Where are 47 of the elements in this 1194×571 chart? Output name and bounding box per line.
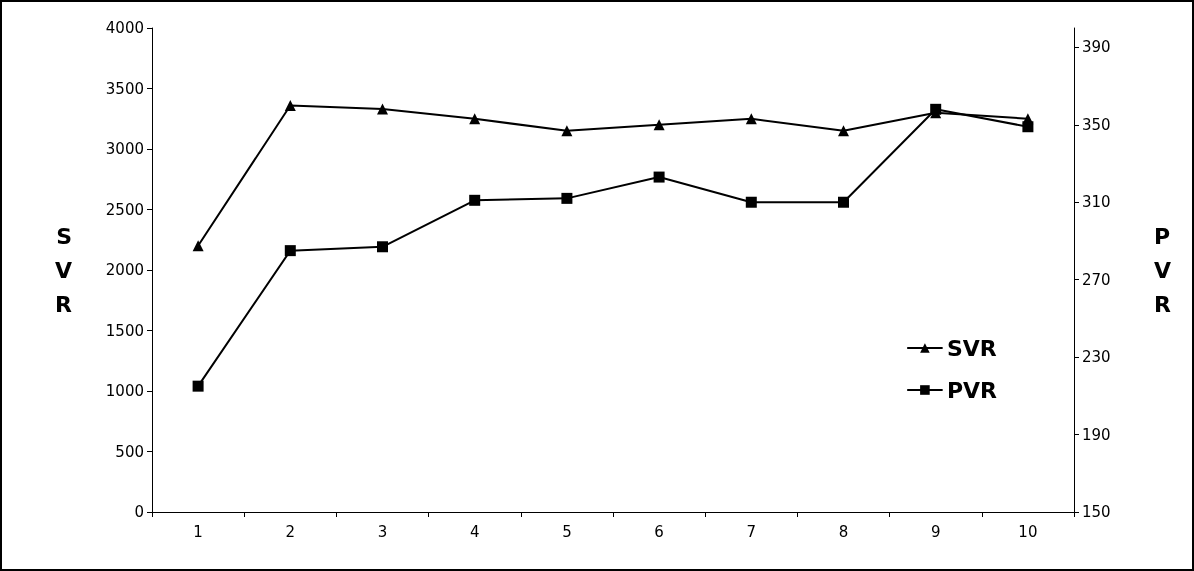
- y2-tick-label: 150: [1082, 503, 1111, 521]
- point: [838, 125, 849, 137]
- point: [1022, 113, 1034, 125]
- point: [745, 196, 757, 208]
- x-tick-label: 4: [469, 522, 480, 541]
- y-tick-label: 2500: [105, 200, 144, 219]
- point: [192, 240, 204, 252]
- point: [469, 194, 481, 206]
- x-tick-label: 1: [193, 522, 203, 541]
- x-tick-label: 2: [285, 522, 296, 541]
- point: [653, 171, 665, 183]
- x-tick-label: 8: [838, 522, 849, 541]
- y2-tick-label: 270: [1082, 270, 1111, 289]
- legend-label: SVR: [946, 335, 997, 361]
- x-tick-label: 3: [377, 522, 388, 541]
- point: [192, 380, 204, 392]
- point: [284, 245, 296, 257]
- y2-axis-title: PVR: [1154, 223, 1172, 317]
- point: [284, 99, 296, 111]
- point: [377, 241, 388, 253]
- y2-tick-label: 350: [1082, 115, 1111, 134]
- y-tick-label: 4000: [105, 19, 144, 37]
- x-tick-label: 5: [562, 522, 572, 541]
- y-tick-label: 0: [134, 503, 144, 521]
- x-tick-label: 10: [1018, 522, 1038, 541]
- point: [653, 119, 665, 131]
- x-tick-label: 7: [746, 522, 757, 541]
- point: [561, 125, 573, 137]
- y-tick-label: 3000: [105, 140, 144, 158]
- point: [745, 113, 757, 125]
- point: [838, 196, 849, 208]
- y-tick-label: 3500: [105, 79, 144, 98]
- y-tick-label: 1500: [105, 321, 144, 340]
- y-tick-label: 1000: [105, 382, 144, 400]
- y-axis-title: SVR: [54, 223, 73, 317]
- x-tick-label: 9: [930, 522, 941, 541]
- y-tick-label: 500: [115, 442, 144, 461]
- legend-label: PVR: [946, 377, 998, 403]
- y2-tick-label: 310: [1082, 193, 1111, 212]
- y2-tick-label: 390: [1082, 38, 1111, 57]
- point: [377, 103, 388, 115]
- point: [469, 113, 481, 125]
- x-tick-label: 6: [654, 522, 664, 541]
- y2-tick-label: 190: [1082, 425, 1111, 444]
- point: [561, 192, 573, 204]
- y2-tick-label: 230: [1082, 348, 1111, 367]
- y-tick-label: 2000: [105, 261, 144, 279]
